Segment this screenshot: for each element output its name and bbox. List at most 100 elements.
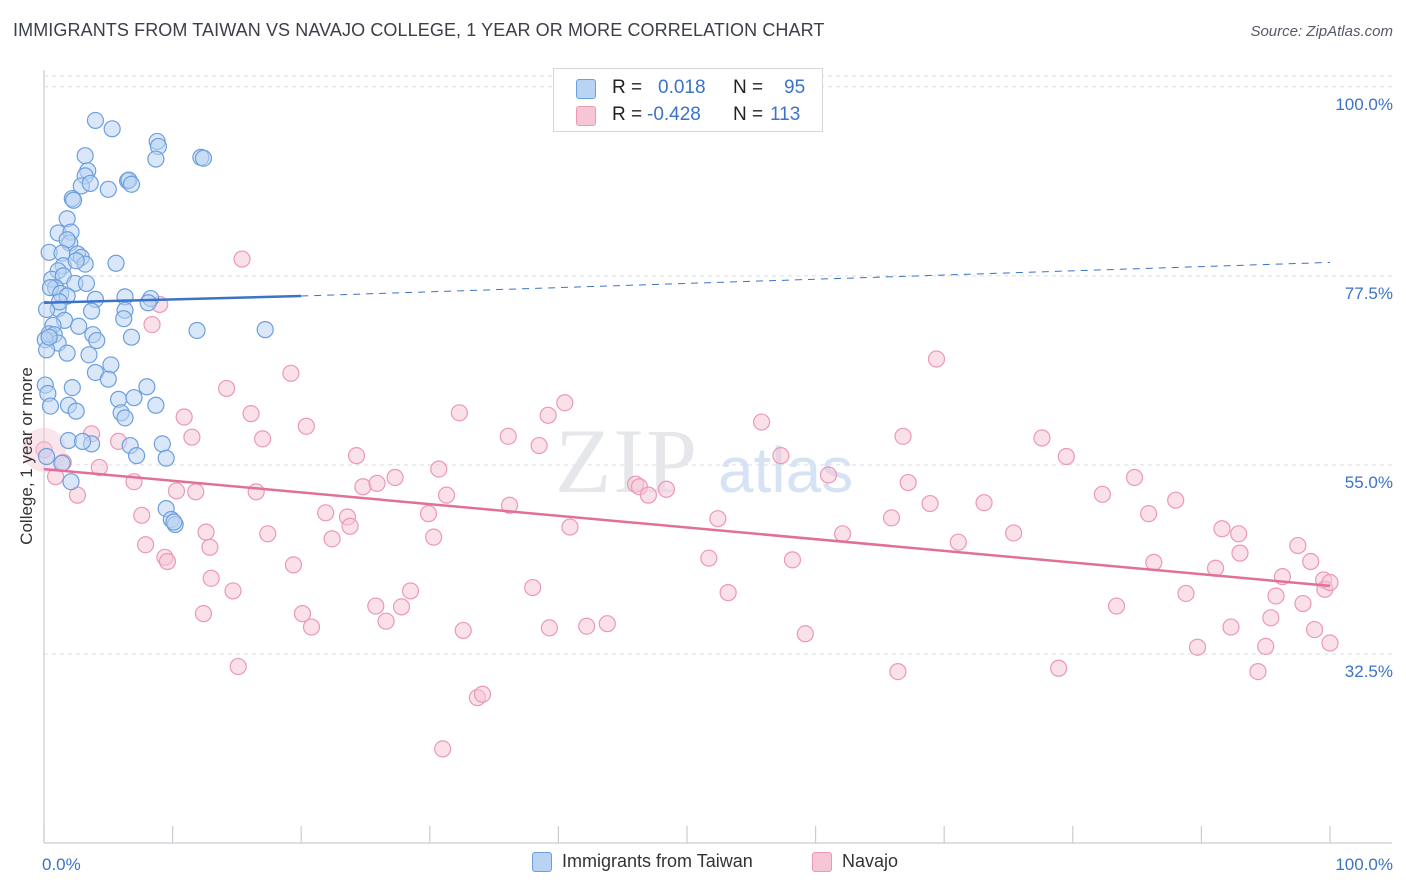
navajo-point: [556, 394, 574, 412]
navajo-point: [783, 551, 802, 569]
navajo-point: [834, 525, 852, 543]
taiwan-point: [77, 274, 96, 293]
navajo-point: [259, 525, 277, 543]
taiwan-point: [165, 513, 183, 531]
navajo-point: [752, 413, 771, 431]
navajo-point: [1262, 609, 1280, 627]
navajo-point: [175, 408, 193, 426]
navajo-point: [224, 582, 242, 600]
taiwan-point: [76, 147, 94, 165]
taiwan-points: [36, 111, 274, 534]
taiwan-point: [103, 120, 121, 138]
taiwan-point: [147, 396, 165, 414]
taiwan-point: [41, 397, 60, 415]
navajo-point: [524, 578, 542, 597]
navajo-point: [1057, 447, 1075, 466]
navajo-point: [136, 536, 155, 554]
navajo-point: [1289, 536, 1307, 555]
taiwan-point: [64, 191, 83, 209]
taiwan-point: [67, 252, 85, 270]
navajo-point: [772, 447, 790, 465]
navajo-point: [368, 474, 386, 492]
taiwan-point: [188, 321, 206, 340]
navajo-point: [1302, 552, 1320, 571]
legend-n-label: N =: [733, 77, 764, 98]
taiwan-point: [256, 321, 274, 339]
taiwan-point: [125, 389, 143, 407]
navajo-point: [473, 685, 492, 703]
navajo-point: [454, 621, 472, 640]
legend-swatch-taiwan: [576, 79, 596, 99]
taiwan-point: [81, 174, 99, 193]
navajo-point: [719, 584, 737, 602]
navajo-point: [229, 657, 247, 676]
navajo-point: [1188, 638, 1207, 656]
navajo-point: [500, 496, 519, 514]
navajo-point: [377, 612, 395, 630]
correlation-legend: R = 0.018 N = 95 R = -0.428 N = 113: [553, 68, 823, 132]
navajo-point: [639, 486, 658, 504]
navajo-point: [284, 556, 303, 574]
taiwan-point: [194, 149, 213, 167]
y-tick-label: 100.0%: [1335, 95, 1393, 114]
navajo-point: [1033, 429, 1051, 447]
navajo-point: [218, 379, 236, 398]
legend-item-taiwan[interactable]: Immigrants from Taiwan: [532, 851, 753, 872]
x-tick-label-left: 0.0%: [42, 855, 81, 874]
taiwan-trend-line: [43, 294, 302, 304]
navajo-point: [921, 494, 939, 513]
trend-lines: [43, 261, 1331, 588]
navajo-point: [401, 582, 420, 600]
navajo-point: [1093, 485, 1111, 503]
navajo-point: [1177, 584, 1195, 603]
navajo-point: [1167, 491, 1185, 509]
legend-label-navajo: Navajo: [842, 851, 899, 871]
navajo-point: [1321, 573, 1339, 592]
navajo-point: [1294, 594, 1312, 613]
navajo-point: [709, 510, 727, 528]
taiwan-point: [73, 432, 92, 450]
navajo-point: [1125, 468, 1144, 487]
taiwan-point: [63, 379, 81, 397]
navajo-point: [202, 569, 220, 587]
taiwan-point: [80, 346, 98, 364]
taiwan-point: [107, 254, 125, 272]
navajo-point: [367, 597, 385, 615]
navajo-point: [927, 350, 946, 368]
navajo-point: [133, 506, 151, 524]
navajo-point: [158, 552, 177, 571]
taiwan-point: [116, 409, 134, 427]
taiwan-point: [147, 150, 165, 168]
navajo-points: [22, 250, 1339, 758]
legend-n-label: N =: [733, 104, 764, 125]
legend-r-value: -0.428: [647, 104, 701, 125]
navajo-point: [889, 662, 907, 681]
navajo-point: [975, 494, 993, 512]
navajo-point: [187, 483, 205, 501]
navajo-point: [1267, 587, 1285, 605]
legend-n-value: 113: [770, 104, 801, 125]
legend-item-navajo[interactable]: Navajo: [812, 851, 898, 872]
navajo-point: [90, 458, 108, 477]
taiwan-point: [138, 378, 156, 396]
navajo-point: [1145, 553, 1163, 571]
navajo-point: [247, 483, 265, 501]
navajo-point: [354, 478, 372, 496]
taiwan-point: [153, 435, 171, 453]
legend-swatch-navajo: [812, 851, 832, 872]
taiwan-point: [99, 180, 117, 198]
legend-swatch-navajo: [576, 106, 596, 126]
navajo-point: [282, 364, 300, 382]
navajo-point: [425, 528, 443, 546]
navajo-point: [796, 625, 814, 643]
taiwan-point: [115, 310, 133, 328]
navajo-point: [1257, 637, 1275, 655]
taiwan-point: [102, 356, 120, 374]
navajo-point: [297, 417, 315, 435]
source-label: Source: ZipAtlas.com: [1250, 23, 1393, 40]
legend-n-value: 95: [784, 77, 806, 98]
navajo-point: [894, 427, 912, 445]
chart-title: IMMIGRANTS FROM TAIWAN VS NAVAJO COLLEGE…: [13, 20, 825, 40]
legend-r-label: R =: [612, 77, 643, 98]
